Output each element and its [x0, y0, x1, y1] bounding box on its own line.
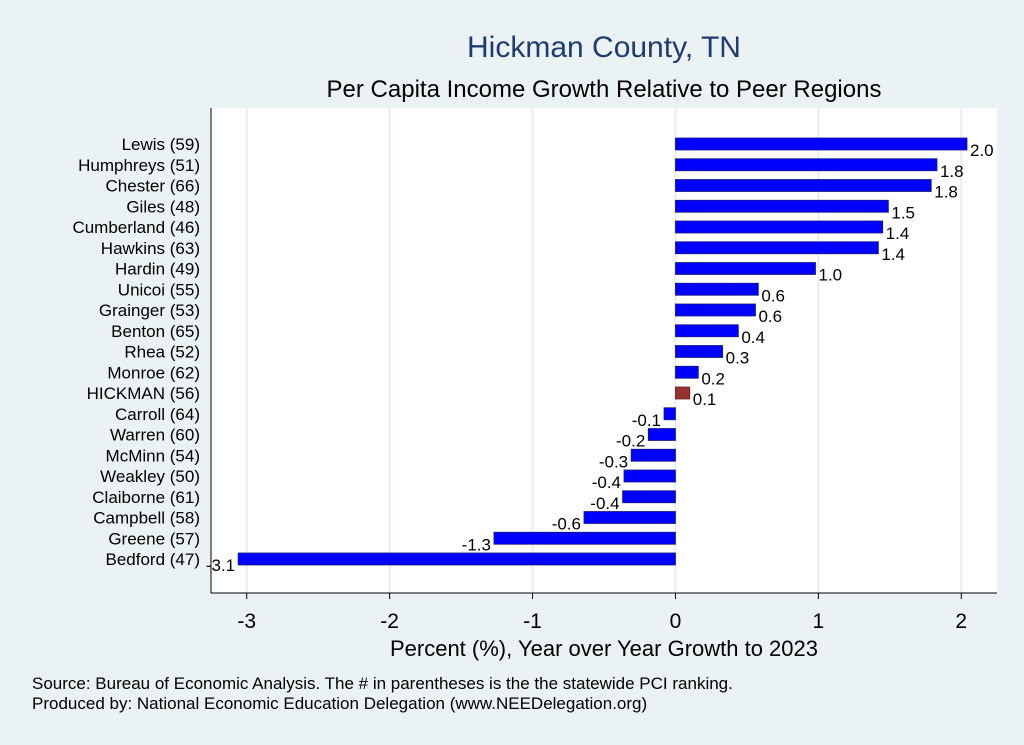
x-tick-label: -2	[380, 610, 399, 633]
value-label: 0.2	[701, 369, 725, 388]
bar	[675, 199, 889, 213]
chart-title: Hickman County, TN	[467, 31, 741, 64]
category-label: Bedford (47)	[106, 550, 201, 569]
value-label: 0.6	[761, 286, 785, 305]
value-label: 0.6	[758, 307, 782, 326]
bar	[237, 552, 676, 566]
category-label: Grainger (53)	[99, 301, 200, 320]
bar	[675, 365, 699, 379]
bars	[237, 137, 968, 566]
value-label: 1.8	[934, 183, 958, 202]
value-label: 0.4	[741, 328, 765, 347]
value-label: 1.4	[881, 245, 905, 264]
category-label: Hawkins (63)	[101, 239, 200, 258]
value-label: 1.5	[891, 203, 915, 222]
value-label: 1.0	[819, 266, 843, 285]
bar	[583, 511, 676, 524]
value-label: 0.1	[693, 390, 717, 409]
bar	[622, 490, 676, 504]
value-label: -0.4	[590, 494, 619, 513]
category-labels: Lewis (59) Humphreys (51) Chester (66)Gile…	[72, 135, 200, 569]
x-axis-ticks: -3 -2 -1 0 1 2	[237, 593, 967, 633]
produced-by-note: Produced by: National Economic Education…	[32, 694, 647, 713]
category-label: Cumberland (46)	[72, 218, 200, 237]
category-label: Humphreys (51)	[78, 156, 200, 175]
value-label: -0.2	[616, 432, 645, 451]
bar	[493, 531, 676, 545]
category-label: Chester (66)	[106, 177, 200, 196]
value-label: -0.4	[592, 473, 621, 492]
bar	[675, 324, 739, 338]
category-label: Hardin (49)	[115, 260, 200, 279]
bar-highlight	[675, 386, 691, 400]
category-label: Greene (57)	[108, 529, 200, 548]
bar	[675, 220, 884, 234]
bar	[675, 179, 932, 192]
x-tick-label: 0	[670, 610, 682, 633]
bar	[647, 428, 676, 441]
bar	[623, 469, 676, 483]
category-label: Campbell (58)	[93, 509, 200, 528]
x-tick-label: -3	[237, 610, 256, 633]
category-label: Benton (65)	[111, 322, 200, 341]
x-axis-label: Percent (%), Year over Year Growth to 20…	[390, 636, 818, 661]
category-label: Unicoi (55)	[118, 280, 200, 299]
category-label: Giles (48)	[126, 197, 200, 216]
category-label: Warren (60)	[110, 426, 200, 445]
category-label: McMinn (54)	[106, 446, 200, 465]
source-note: Source: Bureau of Economic Analysis. The…	[32, 674, 733, 693]
bar	[630, 448, 676, 462]
value-label: -1.3	[462, 535, 491, 554]
value-label: 1.4	[886, 224, 910, 243]
value-label: -0.3	[599, 452, 628, 471]
category-label: Monroe (62)	[107, 363, 200, 382]
value-label: 2.0	[970, 141, 994, 160]
x-tick-label: 2	[955, 610, 967, 633]
value-label: 1.8	[940, 162, 964, 181]
bar	[675, 262, 816, 275]
category-label: HICKMAN (56)	[87, 384, 200, 403]
bar	[675, 303, 756, 317]
bar	[675, 282, 759, 296]
chart-subtitle: Per Capita Income Growth Relative to Pee…	[327, 76, 882, 103]
category-label: Lewis (59)	[122, 135, 200, 154]
x-tick-label: -1	[523, 610, 542, 633]
value-label: -0.6	[552, 515, 581, 534]
bar	[663, 407, 676, 421]
x-tick-label: 1	[813, 610, 825, 633]
bar	[675, 137, 968, 151]
bar	[675, 241, 879, 255]
value-label: -3.1	[206, 556, 235, 575]
category-label: Claiborne (61)	[92, 488, 200, 507]
value-label: -0.1	[632, 411, 661, 430]
category-label: Rhea (52)	[124, 343, 200, 362]
bar	[675, 345, 724, 358]
category-label: Weakley (50)	[100, 467, 200, 486]
value-labels: 2.0 1.8 1.8 1.5 1.4 1.4 1.0 0.6 0.6 0.4 0.30.2 0.1 -…	[206, 141, 994, 575]
bar	[675, 158, 938, 172]
value-label: 0.3	[726, 349, 750, 368]
category-label: Carroll (64)	[115, 405, 200, 424]
